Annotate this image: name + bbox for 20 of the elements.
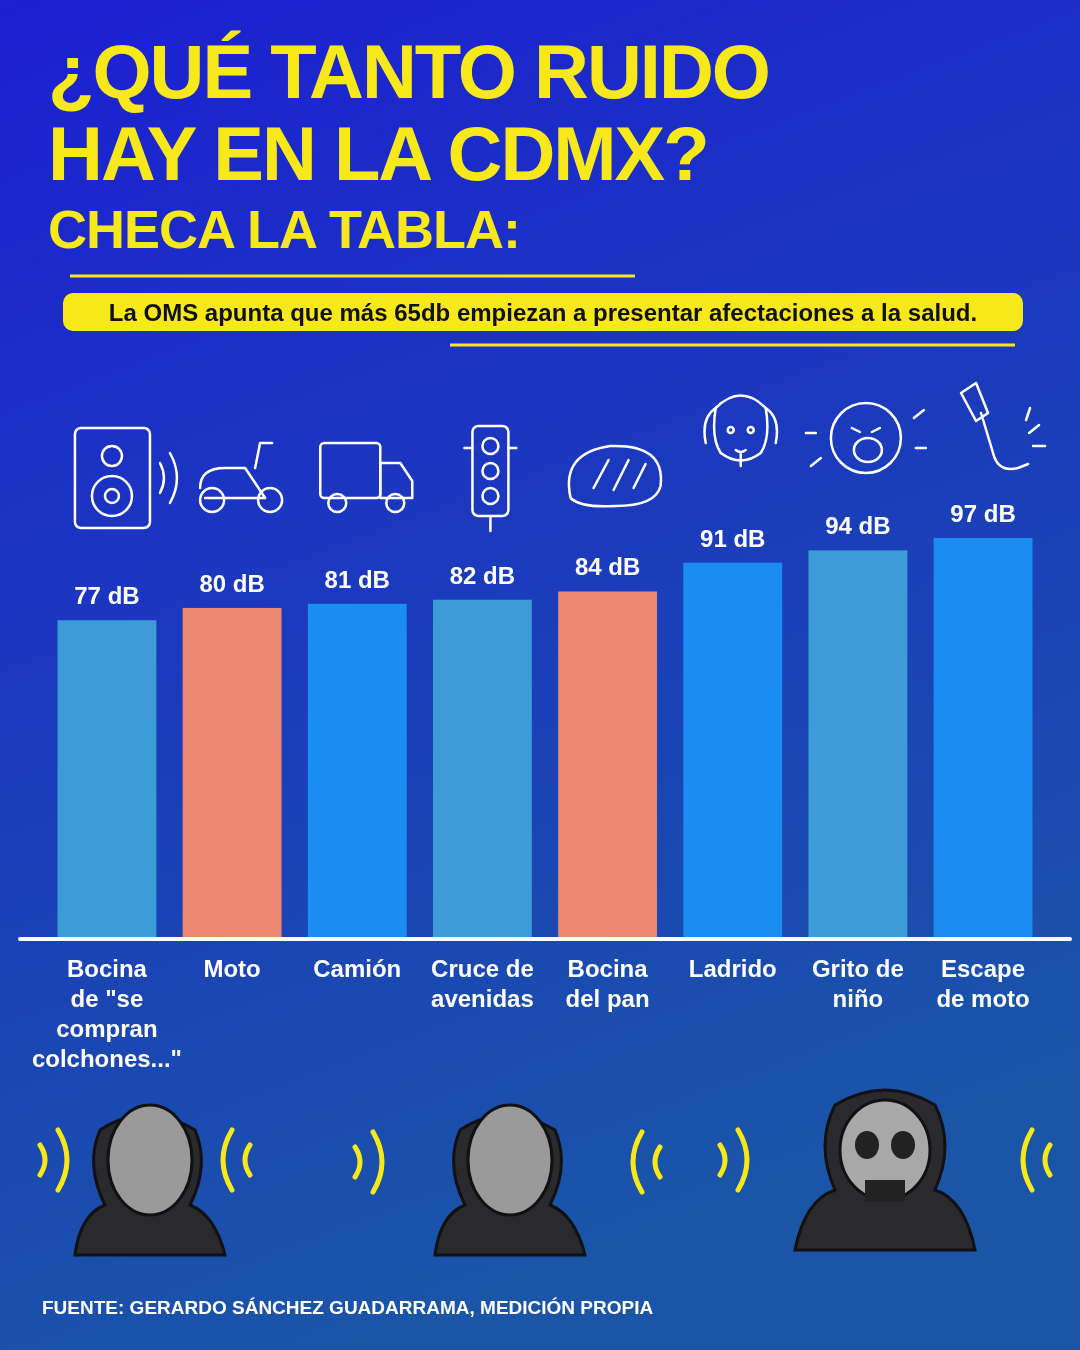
data-label: 94 dB <box>825 512 891 540</box>
x-tick-label: Cruce de avenidas <box>431 955 534 1012</box>
x-tick-label: Camión <box>313 955 402 982</box>
x-tick-label: Ladrido <box>688 955 777 982</box>
text: La OMS apunta que más 65db empiezan a presentar afectaciones a la salud. <box>108 299 978 326</box>
data-label: 84 dB <box>574 553 641 581</box>
data-label: 91 dB <box>700 524 766 552</box>
x-tick-label: Moto <box>203 955 261 982</box>
x-tick-label: Bocina del pan <box>565 955 650 1012</box>
x-tick-label: Grito de niño <box>811 955 904 1012</box>
x-tick-label: Bocina de "se compran colchones..." <box>31 955 182 1072</box>
data-label: 97 dB <box>950 500 1016 527</box>
data-label: 80 dB <box>199 569 265 597</box>
chart-subtitle: CHECA LA TABLA: <box>48 199 520 259</box>
data-label: 81 dB <box>324 565 390 593</box>
chart-title: ¿QUÉ TANTO RUIDO HAY EN LA CDMX? <box>48 29 769 196</box>
data-label: 82 dB <box>449 561 516 589</box>
source-note: FUENTE: GERARDO SÁNCHEZ GUADARRAMA, MEDICIÓN PROPIA <box>42 1297 654 1318</box>
data-label: 77 dB <box>74 582 140 610</box>
x-tick-label: Escape de moto <box>936 955 1030 1012</box>
